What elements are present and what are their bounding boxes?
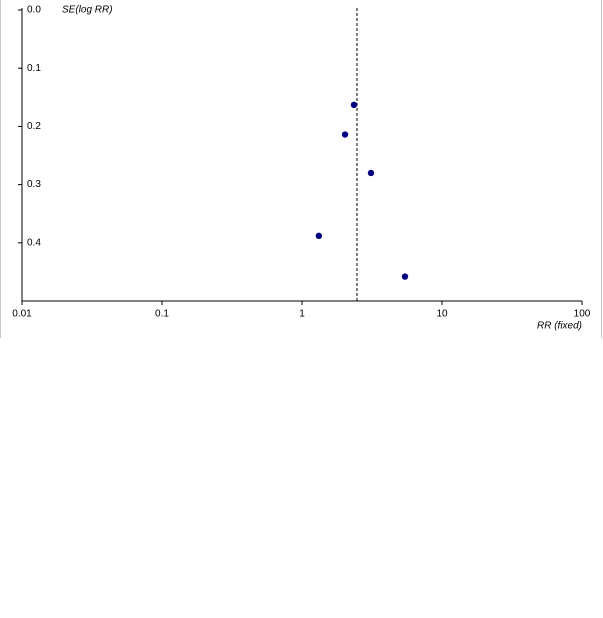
y-tick-label: 0.4 (27, 237, 41, 248)
y-tick-label: 0.3 (27, 179, 41, 190)
y-axis-label: SE(log RR) (62, 5, 113, 16)
point (341, 131, 349, 138)
x-tick-label: 10 (436, 309, 448, 320)
point (315, 232, 323, 240)
point (401, 273, 409, 280)
x-axis-label: RR (fixed) (537, 321, 582, 332)
x-tick-label: 1 (299, 309, 305, 320)
y-tick-label: 0.0 (27, 5, 41, 16)
x-tick-label: 100 (574, 309, 591, 320)
y-tick-label: 0.2 (27, 121, 41, 132)
x-tick-label: 0.1 (155, 309, 169, 320)
x-tick-label: 0.01 (12, 309, 32, 320)
point (367, 169, 375, 177)
point (350, 101, 358, 109)
y-tick-label: 0.1 (27, 63, 41, 74)
